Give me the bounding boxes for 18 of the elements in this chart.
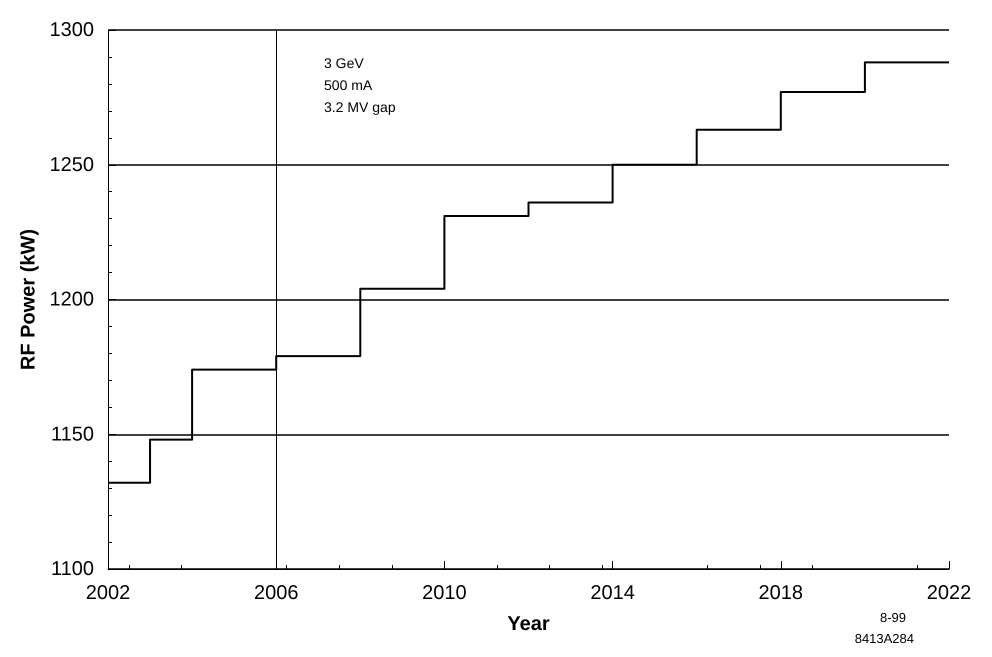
text: 8413A284: [854, 631, 914, 646]
x-tick-label: 2022: [926, 582, 972, 604]
y-tick-label: 1250: [50, 154, 94, 176]
x-axis-title: Year: [507, 613, 550, 635]
annotation: 3 GeV: [324, 55, 364, 71]
x-tick-label: 2010: [422, 582, 467, 604]
annotation: 3.2 MV gap: [324, 99, 396, 115]
x-tick-label: 2018: [758, 582, 804, 604]
x-tick-label: 2002: [86, 582, 130, 604]
annotation: 500 mA: [324, 77, 373, 93]
y-tick-label: 1100: [50, 558, 94, 580]
x-tick-label: 2006: [254, 582, 298, 604]
y-axis-title: RF Power (kW): [18, 228, 40, 370]
y-tick-label: 1200: [50, 288, 94, 310]
y-tick-label: 1300: [50, 19, 94, 41]
y-tick-label: 1150: [50, 423, 94, 446]
x-tick-label: 2014: [590, 582, 635, 604]
text: 8-99: [880, 610, 906, 625]
